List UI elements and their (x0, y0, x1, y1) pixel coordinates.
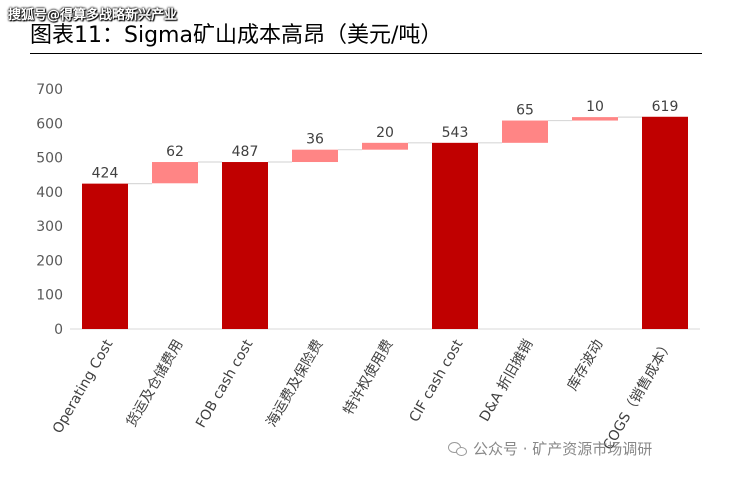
title-rule (30, 53, 702, 54)
bar (572, 117, 618, 121)
wechat-icon (448, 441, 467, 456)
value-label: 619 (652, 99, 679, 115)
y-tick-label: 100 (36, 288, 63, 304)
page-title: 图表11：Sigma矿山成本高昂（美元/吨） (30, 23, 443, 48)
source-tag: 搜狐号@得算多战略新兴产业 (8, 8, 178, 23)
category-label: Operating Cost (50, 337, 117, 437)
bars (82, 116, 688, 330)
category-label: 货运及仓储费用 (123, 337, 187, 430)
value-label: 20 (376, 125, 394, 141)
bar (82, 183, 128, 329)
bar (642, 116, 688, 330)
value-labels: 424 62 487 36 20 543 65 10 619 (92, 99, 679, 182)
category-labels: Operating Cost 货运及仓储费用 FOB cash cost 海运费及保险… (50, 337, 677, 453)
value-label: 487 (232, 144, 259, 160)
y-tick-label: 300 (36, 219, 63, 235)
bar (432, 142, 478, 329)
y-tick-label: 200 (36, 253, 63, 269)
y-axis: 0 100 200 300 400 500 600 700 (36, 82, 63, 338)
bar (222, 162, 268, 329)
category-label: 海运费及保险费 (264, 337, 327, 430)
watermark-text: 公众号 · 矿产资源市场调研 (473, 440, 653, 458)
y-tick-label: 500 (36, 151, 63, 167)
y-tick-label: 0 (54, 322, 63, 338)
category-label: FOB cash cost (193, 337, 257, 431)
y-tick-label: 400 (36, 185, 63, 201)
bar (152, 162, 198, 184)
bar (292, 149, 338, 163)
y-tick-label: 700 (36, 82, 63, 98)
value-label: 543 (442, 125, 469, 141)
category-label: D&A 折旧摊销 (477, 337, 537, 424)
watermark: 公众号 · 矿产资源市场调研 (448, 438, 652, 459)
value-label: 10 (586, 99, 604, 115)
value-label: 36 (306, 132, 324, 148)
y-tick-label: 600 (36, 116, 63, 132)
category-label: CIF cash cost (406, 337, 466, 425)
value-label: 62 (166, 144, 184, 160)
value-label: 424 (92, 166, 119, 182)
category-label: 库存波动 (565, 337, 607, 393)
value-label: 65 (516, 103, 534, 119)
connector-lines (128, 116, 642, 185)
category-label: 特许权使用费 (340, 337, 397, 418)
category-label: COGS（销售成本） (600, 337, 676, 453)
bar (362, 142, 408, 150)
bar (502, 120, 548, 143)
